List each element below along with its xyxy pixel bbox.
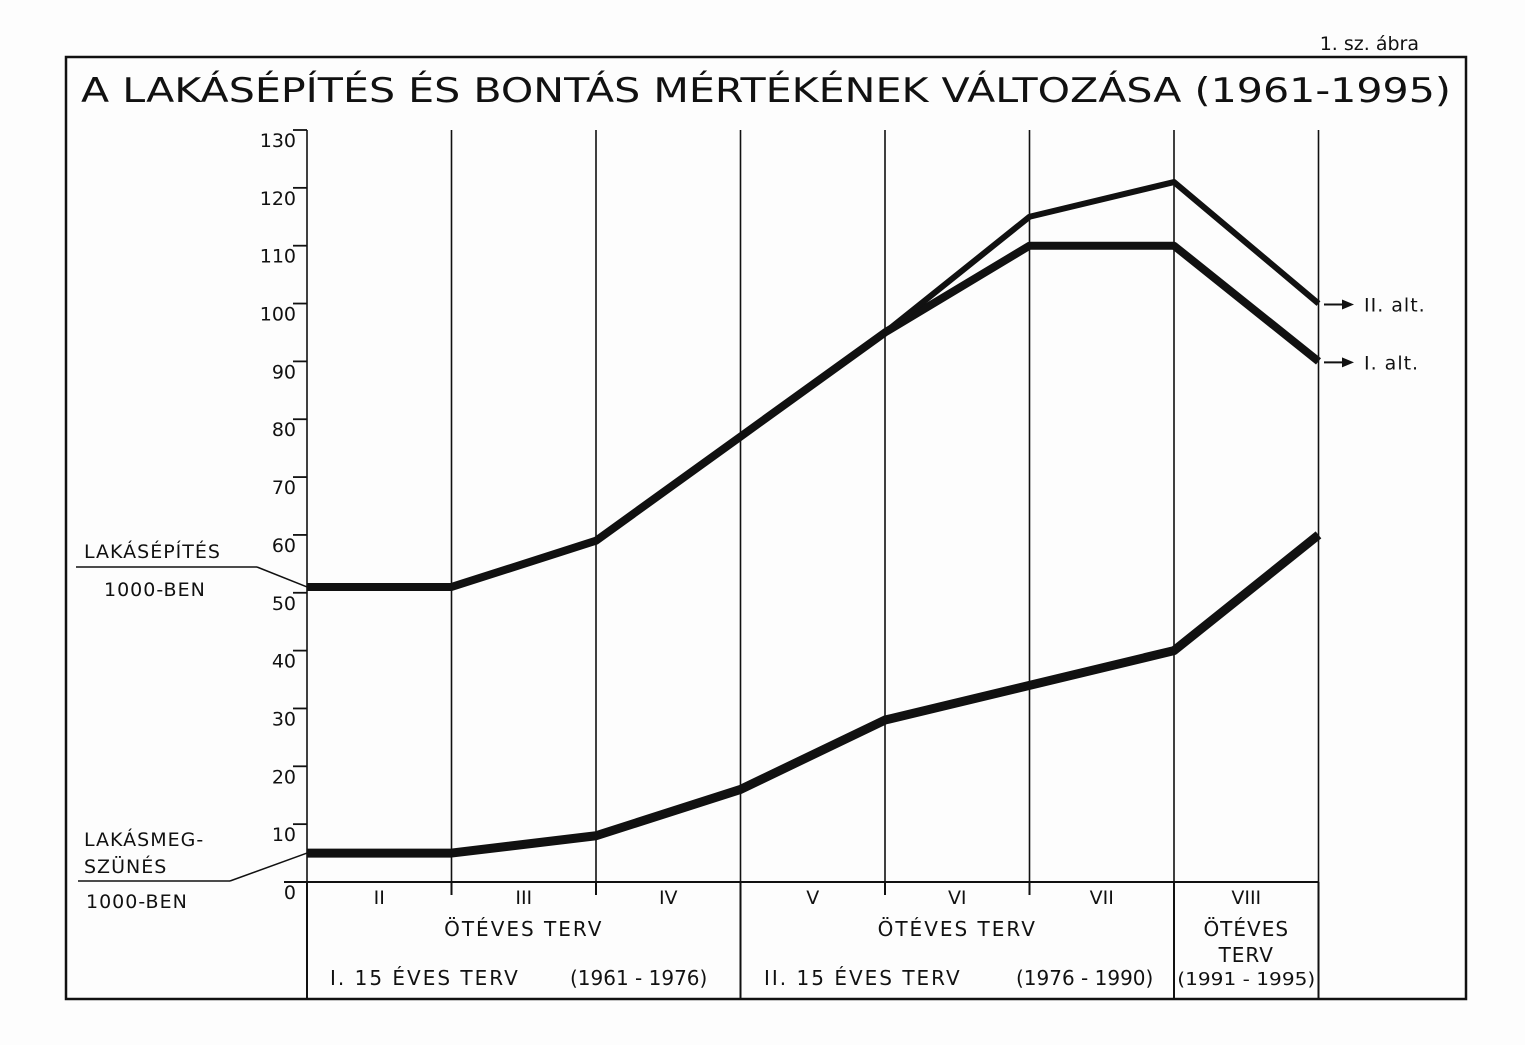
series-labels: I. alt. II. alt. LAKÁSÉPÍTÉS 1000-BEN LAKÁSM… [76,295,1426,913]
fifteen-year-years: (1991 - 1995) [1177,969,1315,990]
fifteen-year-label: I. 15 ÉVES TERV [330,966,520,990]
fifteen-year-label: II. 15 ÉVES TERV [764,966,962,990]
series-end-label: II. alt. [1364,295,1426,317]
y-tick-label: 10 [272,824,296,846]
leader-line [229,852,308,882]
y-tick-label: 90 [272,361,296,383]
plan-numeral: VII [1090,887,1114,909]
vertical-gridlines [284,130,1320,883]
plan-numeral: VIII [1231,887,1261,909]
series-line [307,179,1321,590]
chart-title: A LAKÁSÉPÍTÉS ÉS BONTÁS MÉRTÉKÉNEK VÁLTO… [81,70,1451,111]
series-label: LAKÁSÉPÍTÉS [84,540,221,563]
y-tick-label: 20 [272,766,296,788]
series-line [307,531,1322,858]
plan-numeral: IV [659,887,678,909]
y-tick-label: 30 [272,708,296,730]
plan-label: ÖTÉVES TERV [878,917,1037,941]
plan-numeral: II [374,887,385,909]
series-lines [307,179,1322,858]
plan-label: ÖTÉVES TERV [444,917,603,941]
y-tick-label: 120 [260,188,296,210]
fifteen-year-years: (1961 - 1976) [570,966,707,990]
y-tick-label: 40 [272,651,296,673]
y-tick-label: 60 [272,535,296,557]
plan-label: TERV [1218,943,1274,967]
y-tick-label: 100 [260,304,296,326]
series-label: 1000-BEN [86,891,188,913]
arrow-icon [1342,357,1354,368]
arrow-icon [1342,299,1354,310]
y-axis: 0 10 20 30 40 50 60 70 80 90 100 110 120 130 [260,129,307,904]
series-line [307,241,1321,591]
series-label: 1000-BEN [104,579,206,601]
y-tick-label: 50 [272,593,296,615]
series-end-label: I. alt. [1364,352,1419,374]
leader-line [256,566,308,588]
fifteen-year-years: (1976 - 1990) [1016,966,1153,990]
series-label: SZÜNÉS [84,855,167,878]
y-tick-label: 130 [260,130,296,152]
figure-label: 1. sz. ábra [1320,33,1419,55]
y-tick-label: 0 [284,882,296,904]
plan-numeral: VI [948,887,967,909]
plan-numeral: V [806,887,819,909]
chart-frame [64,55,1468,1001]
y-tick-label: 80 [272,419,296,441]
y-tick-label: 110 [260,246,296,268]
plan-label: ÖTÉVES [1203,917,1289,941]
plan-numeral: III [515,887,532,909]
y-tick-label: 70 [272,477,296,499]
series-label: LAKÁSMEG- [84,828,204,851]
